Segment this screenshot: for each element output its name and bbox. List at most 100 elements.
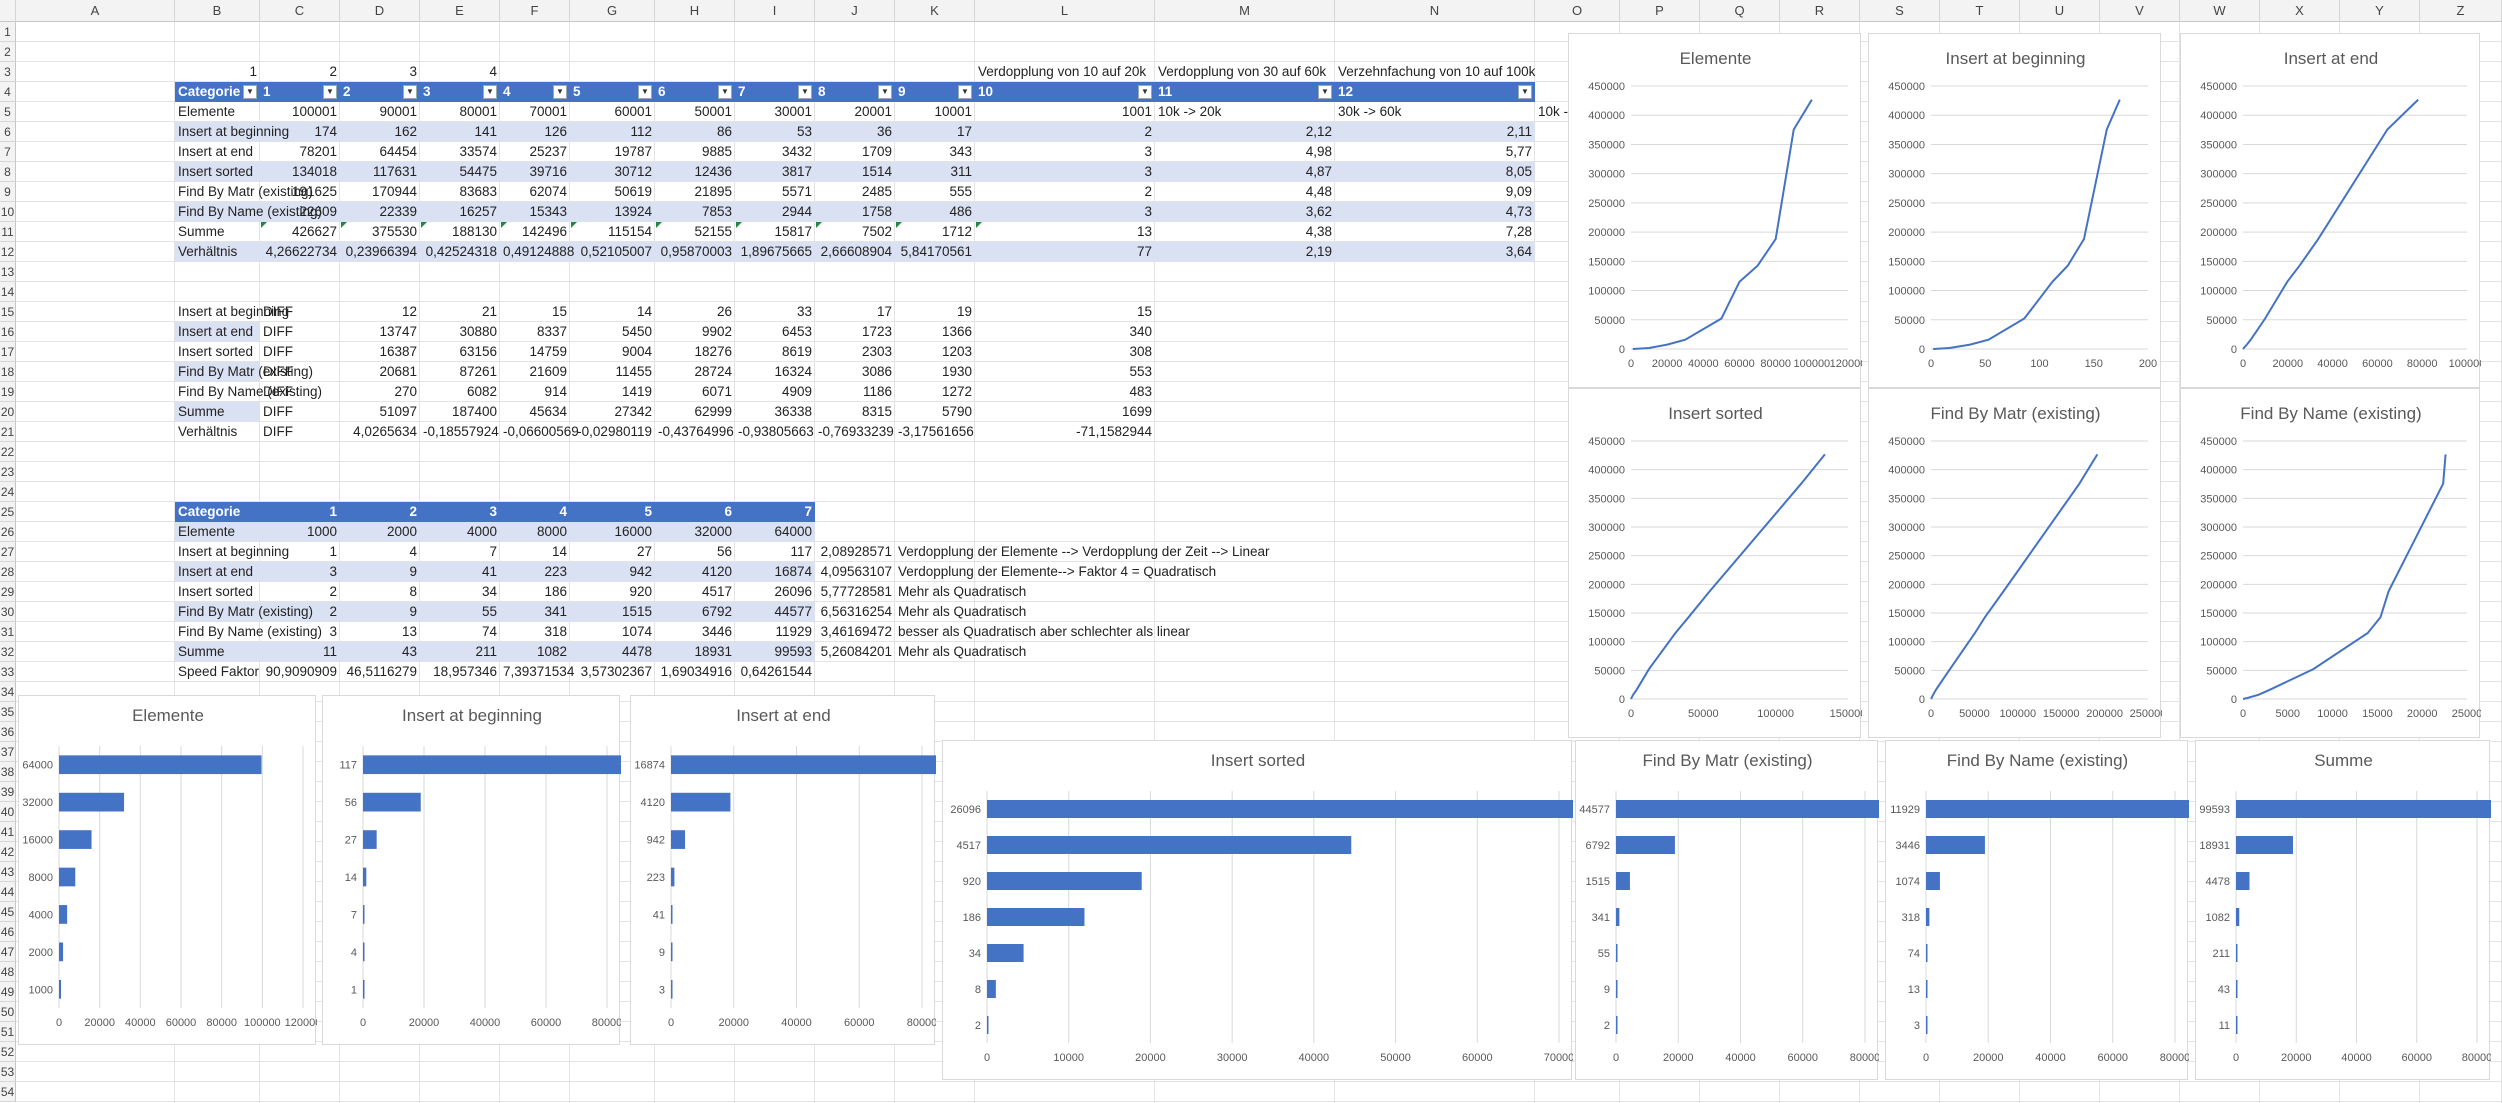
select-all-corner[interactable] <box>0 0 16 22</box>
column-header-q[interactable]: Q <box>1700 0 1780 22</box>
table1-cell[interactable]: 30712 <box>614 164 652 179</box>
bar-chart-3[interactable]: Insert at end 0 20000 40000 60000 80000 16874 4… <box>630 695 936 1045</box>
diff-cell[interactable]: 13747 <box>379 324 417 339</box>
table2-row-label[interactable]: Find By Name (existing) <box>178 624 323 639</box>
row-header-50[interactable]: 50 <box>0 1002 16 1022</box>
table1-cell[interactable]: 86 <box>716 124 732 139</box>
table2-cell[interactable]: 942 <box>629 564 652 579</box>
table2-cell[interactable]: 74 <box>481 624 497 639</box>
table2-cell[interactable]: 3,57302367 <box>580 664 652 679</box>
diff-cell[interactable]: 33 <box>796 304 812 319</box>
row-header-20[interactable]: 20 <box>0 402 16 422</box>
diff-cell[interactable]: 9902 <box>701 324 732 339</box>
table2-cell[interactable]: 4120 <box>701 564 732 579</box>
table2-header-cell[interactable]: 6 <box>724 504 732 519</box>
diff-cell[interactable]: 9004 <box>621 344 652 359</box>
factor-cell[interactable]: 3,46169472 <box>820 624 892 639</box>
table2-cell[interactable]: 4517 <box>701 584 732 599</box>
table2-cell[interactable]: 26096 <box>774 584 812 599</box>
row-header-47[interactable]: 47 <box>0 942 16 962</box>
diff-cell[interactable]: 187400 <box>451 404 497 419</box>
table1-cell[interactable]: 64454 <box>379 144 417 159</box>
diff-cell[interactable]: 17 <box>876 304 892 319</box>
table1-cell[interactable]: 8,05 <box>1505 164 1532 179</box>
table1-cell[interactable]: 5,77 <box>1505 144 1532 159</box>
diff-cell[interactable]: 4,0265634 <box>353 424 417 439</box>
table1-cell[interactable]: 5571 <box>781 184 812 199</box>
table1-header-cell[interactable]: 5 <box>573 84 581 99</box>
factor-cell[interactable]: 5,77728581 <box>820 584 892 599</box>
column-header-n[interactable]: N <box>1335 0 1535 22</box>
table1-cell[interactable]: 80001 <box>459 104 497 119</box>
row-header-3[interactable]: 3 <box>0 62 16 82</box>
table1-cell[interactable]: 486 <box>949 204 972 219</box>
diff-row-label[interactable]: Find By Matr (existing) <box>178 364 314 379</box>
table2-cell[interactable]: 223 <box>544 564 567 579</box>
diff-cell[interactable]: 87261 <box>459 364 497 379</box>
column-header-w[interactable]: W <box>2180 0 2260 22</box>
comment-cell[interactable]: Mehr als Quadratisch <box>898 644 1027 659</box>
table1-cell[interactable]: 555 <box>949 184 972 199</box>
table2-row-label[interactable]: Elemente <box>178 524 236 539</box>
diff-cell[interactable]: DIFF <box>263 364 293 379</box>
factor-cell[interactable] <box>818 662 892 682</box>
diff-cell[interactable]: 45634 <box>529 404 567 419</box>
row-header-39[interactable]: 39 <box>0 782 16 802</box>
table2-cell[interactable]: 1 <box>329 544 337 559</box>
diff-cell[interactable]: DIFF <box>263 384 293 399</box>
comment-cell[interactable]: Verdopplung der Elemente --> Verdopplung… <box>898 544 1270 559</box>
row-header-14[interactable]: 14 <box>0 282 16 302</box>
table1-cell[interactable]: 2 <box>1144 184 1152 199</box>
table1-cell[interactable]: 2,19 <box>1305 244 1332 259</box>
table2-header-cell[interactable]: 3 <box>489 504 497 519</box>
table1-cell[interactable]: 13924 <box>614 204 652 219</box>
row-header-36[interactable]: 36 <box>0 722 16 742</box>
row-header-38[interactable]: 38 <box>0 762 16 782</box>
table1-cell[interactable]: 36 <box>876 124 892 139</box>
table2-cell[interactable]: 8000 <box>536 524 567 539</box>
filter-dropdown-icon[interactable]: ▼ <box>1518 85 1532 99</box>
column-header-p[interactable]: P <box>1620 0 1700 22</box>
table2-header-cell[interactable]: 1 <box>329 504 337 519</box>
column-header-d[interactable]: D <box>340 0 420 22</box>
row-header-44[interactable]: 44 <box>0 882 16 902</box>
column-header-e[interactable]: E <box>420 0 500 22</box>
top-number-cell[interactable]: 4 <box>489 64 497 79</box>
table1-cell[interactable]: 1,89675665 <box>740 244 812 259</box>
diff-cell[interactable]: 15 <box>551 304 567 319</box>
table2-cell[interactable]: 9 <box>409 604 417 619</box>
table1-cell[interactable]: 142496 <box>521 224 567 239</box>
table1-cell[interactable]: 1758 <box>861 204 892 219</box>
table2-row-label[interactable]: Speed Faktor <box>178 664 260 679</box>
row-header-10[interactable]: 10 <box>0 202 16 222</box>
table2-cell[interactable]: 16874 <box>774 564 812 579</box>
column-header-j[interactable]: J <box>815 0 895 22</box>
table1-header-cell[interactable]: 2 <box>343 84 351 99</box>
row-header-35[interactable]: 35 <box>0 702 16 722</box>
diff-cell[interactable]: 16387 <box>379 344 417 359</box>
table1-cell[interactable]: 20001 <box>854 104 892 119</box>
filter-dropdown-icon[interactable]: ▼ <box>243 85 257 99</box>
column-header-m[interactable]: M <box>1155 0 1335 22</box>
top-number-cell[interactable]: 1 <box>249 64 257 79</box>
table2-cell[interactable]: 18,957346 <box>433 664 497 679</box>
table1-cell[interactable]: 15343 <box>529 204 567 219</box>
table1-header-cell[interactable]: 3 <box>423 84 431 99</box>
diff-cell[interactable]: 14759 <box>529 344 567 359</box>
diff-cell[interactable]: 27342 <box>614 404 652 419</box>
table1-cell[interactable]: 39716 <box>529 164 567 179</box>
table1-cell[interactable]: 3 <box>1144 164 1152 179</box>
diff-cell[interactable]: 340 <box>1129 324 1152 339</box>
column-header-t[interactable]: T <box>1940 0 2020 22</box>
table1-cell[interactable]: 4,26622734 <box>265 244 337 259</box>
diff-row-label[interactable]: Insert sorted <box>178 344 254 359</box>
diff-cell[interactable]: DIFF <box>263 324 293 339</box>
table1-cell[interactable]: 30k -> 60k <box>1338 104 1402 119</box>
table2-row-label[interactable]: Insert sorted <box>178 584 254 599</box>
table2-row-label[interactable]: Summe <box>178 644 225 659</box>
diff-cell[interactable]: 8315 <box>861 404 892 419</box>
row-header-1[interactable]: 1 <box>0 22 16 42</box>
table1-header-cell[interactable]: 10 <box>978 84 994 99</box>
table1-cell[interactable]: 3 <box>1144 144 1152 159</box>
diff-cell[interactable]: DIFF <box>263 344 293 359</box>
